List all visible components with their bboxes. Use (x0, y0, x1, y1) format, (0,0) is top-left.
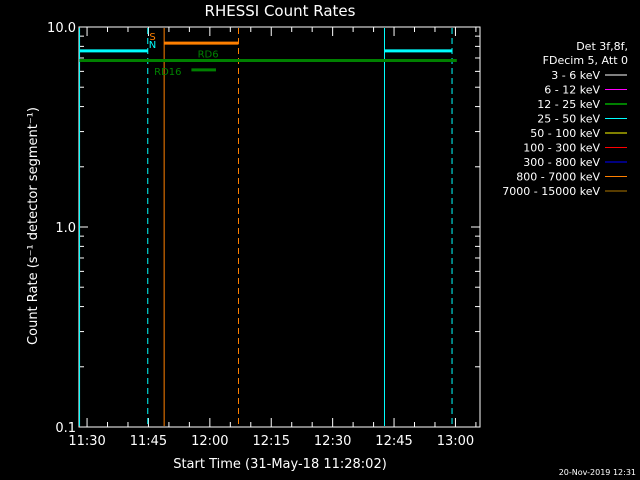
x-tick-label: 12:15 (253, 434, 290, 449)
legend-entry-label: 50 - 100 keV (530, 127, 600, 140)
segment-label: RD16 (154, 67, 181, 78)
legend-entry-label: 12 - 25 keV (537, 98, 600, 111)
y-tick-label: 0.1 (55, 421, 76, 436)
y-tick-label: 1.0 (55, 221, 76, 236)
y-axis-label: Count Rate (s⁻¹ detector segment⁻¹) (26, 107, 41, 345)
legend-entry-label: 7000 - 15000 keV (502, 185, 600, 198)
legend-entry-label: 6 - 12 keV (544, 84, 600, 97)
x-tick-label: 11:30 (68, 434, 105, 449)
x-tick-label: 11:45 (130, 434, 167, 449)
legend-header: FDecim 5, Att 0 (543, 54, 628, 67)
segment-label: N (149, 40, 156, 51)
x-tick-label: 12:30 (314, 434, 351, 449)
legend-entry-label: 300 - 800 keV (523, 156, 600, 169)
legend-entry-label: 800 - 7000 keV (516, 171, 600, 184)
legend-entry-label: 25 - 50 keV (537, 113, 600, 126)
x-tick-label: 12:00 (191, 434, 228, 449)
legend-entry-label: 3 - 6 keV (551, 69, 600, 82)
plot-frame (78, 26, 481, 428)
x-tick-label: 13:00 (437, 434, 474, 449)
segment-label: S (149, 32, 155, 43)
legend-entry-label: 100 - 300 keV (523, 142, 600, 155)
segment-label: RD6 (198, 49, 219, 60)
legend-header: Det 3f,8f, (576, 40, 628, 53)
x-tick-label: 12:45 (375, 434, 412, 449)
timestamp: 20-Nov-2019 12:31 (559, 468, 636, 477)
x-axis-label: Start Time (31-May-18 11:28:02) (173, 457, 387, 472)
chart-title: RHESSI Count Rates (205, 2, 356, 20)
y-tick-label: 10.0 (47, 21, 76, 36)
